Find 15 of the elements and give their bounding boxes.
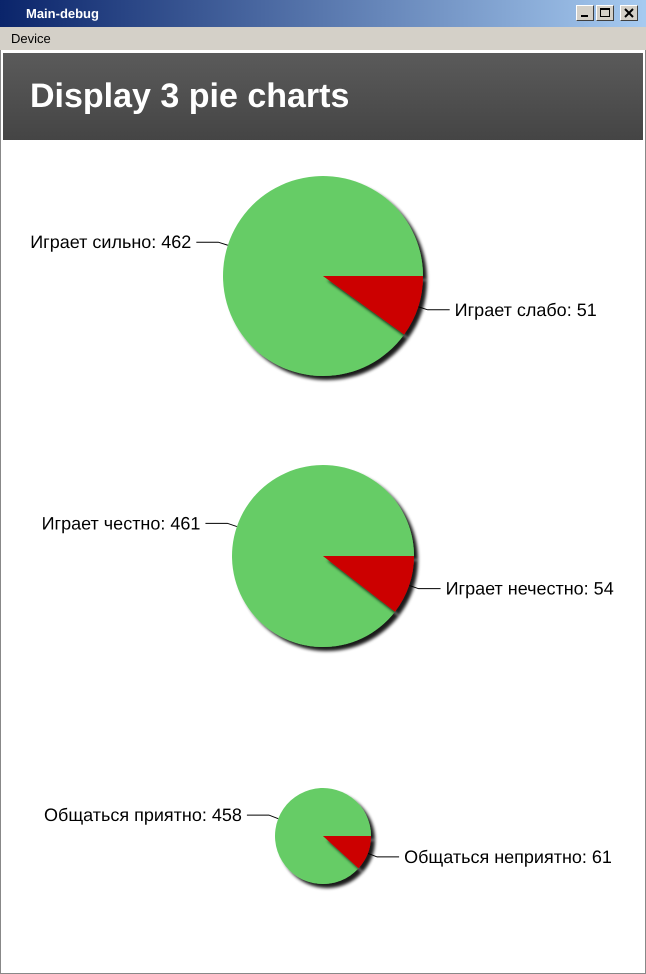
data-label: : 51 bbox=[566, 300, 597, 320]
slice-label: Играет нечестно bbox=[446, 578, 584, 599]
slice-label: Общаться приятно bbox=[44, 805, 202, 826]
text: Main-debug bbox=[26, 6, 99, 21]
slice-label: Играет слабо bbox=[454, 300, 567, 320]
data-label: : 61 bbox=[582, 846, 612, 867]
slice-label: Общаться неприятно bbox=[404, 846, 582, 867]
slice-label: Играет сильно bbox=[30, 232, 152, 252]
data-label: : 461 bbox=[160, 513, 200, 534]
data-label: : 462 bbox=[151, 232, 192, 252]
data-label: : 458 bbox=[202, 805, 242, 826]
slice-label: Играет честно bbox=[42, 513, 160, 534]
data-label: : 54 bbox=[584, 578, 614, 599]
text: Device bbox=[11, 31, 51, 46]
chart-title: Display 3 pie charts bbox=[30, 77, 350, 116]
